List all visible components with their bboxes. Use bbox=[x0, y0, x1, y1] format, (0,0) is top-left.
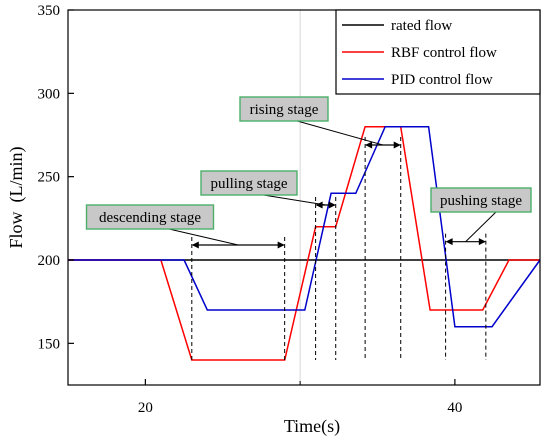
annotation-label: pulling stage bbox=[210, 176, 287, 192]
x-tick-label: 40 bbox=[447, 400, 462, 416]
annotation-pulling-stage: pulling stage bbox=[200, 170, 337, 360]
y-tick-label: 200 bbox=[38, 253, 61, 269]
x-axis-title: Time(s) bbox=[284, 416, 340, 437]
arrow-head-left bbox=[191, 241, 199, 249]
leader-line bbox=[263, 194, 326, 206]
legend-label: RBF control flow bbox=[391, 45, 497, 61]
annotation-label: pushing stage bbox=[440, 193, 522, 209]
leader-line bbox=[465, 211, 497, 243]
plot-area bbox=[67, 9, 541, 386]
arrow-head-left bbox=[365, 141, 373, 149]
y-tick-label: 250 bbox=[38, 170, 61, 186]
legend: rated flow RBF control flow PID control fl… bbox=[335, 9, 541, 95]
annotation-box bbox=[85, 204, 215, 230]
legend-label: PID control flow bbox=[391, 72, 493, 88]
arrow-head-left bbox=[445, 238, 453, 246]
series-line-rbf bbox=[68, 125, 540, 361]
y-tick-label: 150 bbox=[38, 336, 61, 352]
annotation-box bbox=[200, 170, 298, 196]
annotation-descending-stage: descending stage bbox=[85, 204, 286, 360]
arrow-head-right bbox=[393, 141, 401, 149]
annotation-box bbox=[430, 187, 532, 213]
leader-line bbox=[297, 120, 384, 146]
arrow-head-left bbox=[315, 201, 323, 209]
arrow-head-right bbox=[328, 201, 336, 209]
annotation-label: rising stage bbox=[250, 102, 319, 118]
annotation-box bbox=[239, 96, 329, 122]
series-lines bbox=[68, 125, 541, 361]
y-axis-title: Flow (L/min) bbox=[6, 146, 27, 248]
annotation-rising-stage: rising stage bbox=[239, 96, 402, 360]
annotation-label: descending stage bbox=[99, 210, 201, 226]
annotation-pushing-stage: pushing stage bbox=[430, 187, 532, 360]
series-line-pid bbox=[68, 125, 541, 328]
x-tick-label: 20 bbox=[138, 400, 153, 416]
annotations: descending stage pulling stage rising stag… bbox=[85, 96, 532, 360]
axes: 150 200 250 300 350 20 40 bbox=[38, 3, 463, 416]
leader-line bbox=[168, 228, 239, 246]
y-tick-label: 350 bbox=[38, 3, 61, 19]
arrow-head-right bbox=[277, 241, 285, 249]
arrow-head-right bbox=[478, 238, 486, 246]
y-tick-label: 300 bbox=[38, 86, 61, 102]
legend-label: rated flow bbox=[391, 18, 452, 34]
